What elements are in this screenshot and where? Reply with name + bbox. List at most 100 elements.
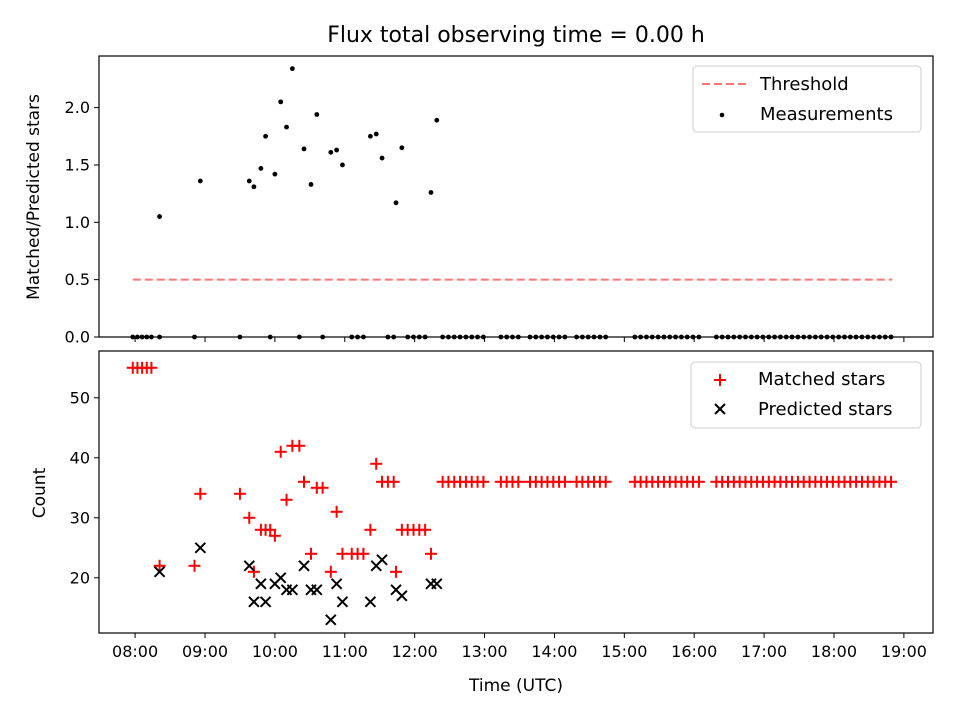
predicted-star-stroke — [330, 578, 343, 590]
predicted-legend-label: Predicted stars — [758, 399, 892, 420]
predicted-star-marker — [243, 560, 255, 572]
top-axes-frame — [98, 55, 934, 338]
predicted-star-stroke — [396, 590, 408, 602]
x-tick-label: 12:00 — [392, 642, 438, 661]
measurement-point — [263, 133, 268, 139]
top-y-tick-label: 1.0 — [65, 213, 90, 232]
measurement-point — [251, 184, 257, 190]
top-legend-box — [692, 65, 922, 133]
predicted-star-stroke — [255, 578, 267, 590]
x-tick-label: 10:00 — [252, 642, 298, 661]
measurement-point — [328, 149, 334, 155]
measurement-point — [272, 171, 278, 177]
matched-legend-label: Matched stars — [758, 369, 885, 390]
predicted-star-marker — [275, 572, 287, 584]
bottom-axes-frame — [98, 350, 934, 634]
measurement-point — [340, 162, 345, 168]
predicted-star-marker — [248, 596, 260, 608]
predicted-star-stroke — [286, 584, 299, 596]
predicted-star-stroke — [243, 560, 255, 572]
x-tick-label: 08:00 — [112, 642, 158, 661]
matched-star-marker — [194, 487, 207, 500]
predicted-legend-swatch — [714, 403, 726, 415]
matched-star-marker — [390, 565, 403, 578]
matched-star-marker — [424, 547, 437, 560]
predicted-star-stroke — [325, 614, 337, 626]
matched-star-marker — [330, 505, 343, 518]
matched-star-marker — [370, 457, 383, 470]
matched-star-marker — [268, 529, 281, 542]
matched-star-marker — [387, 475, 400, 488]
measurement-point — [367, 133, 373, 139]
measurement-point — [278, 99, 284, 105]
predicted-star-marker — [194, 542, 207, 554]
bottom-legend: Matched stars Predicted stars — [690, 361, 922, 429]
matched-star-marker — [558, 475, 571, 488]
measurement-point — [399, 145, 405, 151]
matched-star-marker — [599, 475, 612, 488]
matched-star-marker — [233, 487, 246, 500]
matched-star-marker — [885, 475, 898, 488]
bottom-y-tick-label: 30 — [70, 508, 90, 527]
matched-star-marker — [145, 361, 158, 374]
matched-star-marker — [247, 565, 260, 578]
x-tick-label: 19:00 — [881, 642, 927, 661]
matched-star-marker — [188, 559, 201, 572]
matched-star-marker — [274, 445, 287, 458]
matched-star-marker — [324, 565, 337, 578]
predicted-star-stroke — [248, 596, 260, 608]
x-tick-label: 11:00 — [322, 642, 368, 661]
predicted-star-marker — [364, 596, 377, 608]
predicted-star-stroke — [431, 578, 443, 590]
bottom-y-axis-label: Count — [30, 467, 50, 518]
matched-star-marker — [512, 475, 525, 488]
x-tick-label: 15:00 — [601, 642, 647, 661]
x-tick-label: 18:00 — [811, 642, 857, 661]
top-y-tick-label: 2.0 — [65, 98, 90, 117]
matched-star-marker — [243, 511, 256, 524]
x-tick-label: 16:00 — [671, 642, 717, 661]
measurement-point — [258, 166, 264, 171]
predicted-star-marker — [311, 584, 323, 596]
x-tick-label: 09:00 — [182, 642, 228, 661]
matched-star-marker — [357, 547, 370, 560]
predicted-star-marker — [330, 578, 343, 590]
measurement-point — [373, 131, 379, 137]
matched-star-marker — [364, 523, 377, 536]
bottom-y-tick-label: 40 — [70, 448, 90, 467]
measurements-legend-swatch — [719, 112, 725, 118]
predicted-star-marker — [396, 590, 408, 602]
predicted-star-stroke — [153, 566, 166, 578]
matched-star-marker — [280, 493, 293, 506]
predicted-star-stroke — [336, 596, 349, 608]
top-y-axis-label: Matched/Predicted stars — [24, 94, 44, 300]
matched-star-marker — [304, 547, 317, 560]
measurement-point — [434, 117, 440, 123]
predicted-star-stroke — [390, 584, 402, 596]
measurements-legend-label: Measurements — [760, 104, 893, 125]
predicted-star-marker — [259, 596, 272, 608]
bottom-y-tick-label: 20 — [70, 568, 90, 587]
measurement-point — [301, 146, 307, 152]
matched-star-marker — [153, 559, 166, 572]
predicted-star-marker — [286, 584, 299, 596]
ratio-panel: Flux total observing time = 0.00 h Match… — [24, 23, 934, 347]
top-y-tick-label: 0.0 — [65, 328, 90, 347]
predicted-star-marker — [153, 566, 166, 578]
predicted-star-marker — [255, 578, 267, 590]
count-panel: Count Time (UTC) 20 30 40 50 08:00 09:00 10:00… — [30, 350, 934, 696]
x-axis-label: Time (UTC) — [468, 676, 563, 696]
measurement-point — [428, 190, 434, 195]
top-y-tick-label: 1.5 — [65, 155, 90, 174]
measurement-point — [284, 124, 289, 130]
measurement-point — [308, 182, 314, 187]
bottom-legend-box — [690, 361, 922, 429]
measurement-point — [289, 66, 295, 72]
predicted-star-stroke — [364, 596, 377, 608]
x-tick-label: 14:00 — [531, 642, 577, 661]
predicted-star-stroke — [376, 554, 388, 566]
measurement-point — [246, 178, 252, 184]
bottom-plot-area: 20 30 40 50 08:00 09:00 10:00 11:00 12:00 13:00 14… — [70, 361, 927, 661]
predicted-star-marker — [325, 614, 337, 626]
